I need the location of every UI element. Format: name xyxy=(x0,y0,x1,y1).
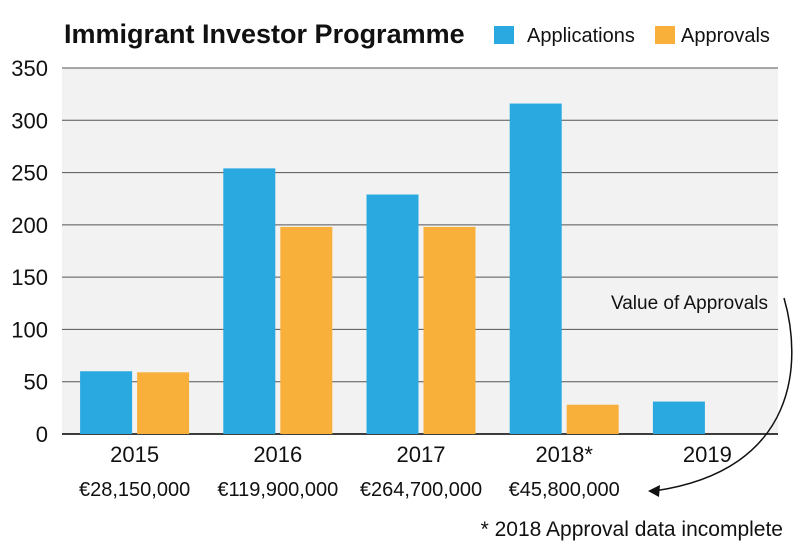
category-label: 2015 xyxy=(110,442,159,467)
y-tick-label: 50 xyxy=(24,370,48,395)
chart-title: Immigrant Investor Programme xyxy=(64,19,465,49)
approval-value-label: €119,900,000 xyxy=(217,479,338,501)
value-labels: €28,150,000 €119,900,000 €264,700,000 €45,8… xyxy=(79,479,620,501)
bar-approvals-2015 xyxy=(137,372,190,434)
category-label: 2017 xyxy=(397,442,446,467)
legend-swatch-approvals xyxy=(655,26,675,44)
annotation-arrowhead xyxy=(648,485,660,497)
y-tick-labels: 0 50 100 150 200 250 300 350 xyxy=(11,56,48,447)
y-tick-label: 350 xyxy=(11,56,48,81)
bar-applications-2015 xyxy=(80,371,133,434)
annotation-arrow xyxy=(653,297,793,492)
footnote: * 2018 Approval data incomplete xyxy=(481,518,783,541)
category-labels: 2015 2016 2017 2018* 2019 xyxy=(110,442,732,467)
bar-approvals-2017 xyxy=(423,226,476,434)
bar-applications-2016 xyxy=(223,168,276,435)
y-tick-label: 250 xyxy=(11,161,48,186)
bar-applications-2019 xyxy=(652,401,705,434)
approval-value-label: €264,700,000 xyxy=(360,479,482,501)
category-label: 2019 xyxy=(683,442,732,467)
bar-applications-2018 xyxy=(509,103,562,434)
bars xyxy=(80,103,705,435)
approval-value-label: €28,150,000 xyxy=(79,479,190,501)
bar-applications-2017 xyxy=(366,194,419,434)
y-tick-label: 100 xyxy=(11,317,48,342)
category-label: 2016 xyxy=(253,442,302,467)
y-tick-label: 0 xyxy=(36,422,48,447)
bar-approvals-2018 xyxy=(566,404,619,434)
legend-swatch-applications xyxy=(494,26,514,44)
y-tick-label: 150 xyxy=(11,265,48,290)
legend-label-applications: Applications xyxy=(527,25,635,47)
approval-value-label: €45,800,000 xyxy=(509,479,620,501)
y-tick-label: 300 xyxy=(11,108,48,133)
annotation-value-of-approvals: Value of Approvals xyxy=(611,293,768,314)
category-label: 2018* xyxy=(535,442,593,467)
y-tick-label: 200 xyxy=(11,213,48,238)
bar-approvals-2016 xyxy=(280,226,333,434)
legend-label-approvals: Approvals xyxy=(681,25,770,47)
